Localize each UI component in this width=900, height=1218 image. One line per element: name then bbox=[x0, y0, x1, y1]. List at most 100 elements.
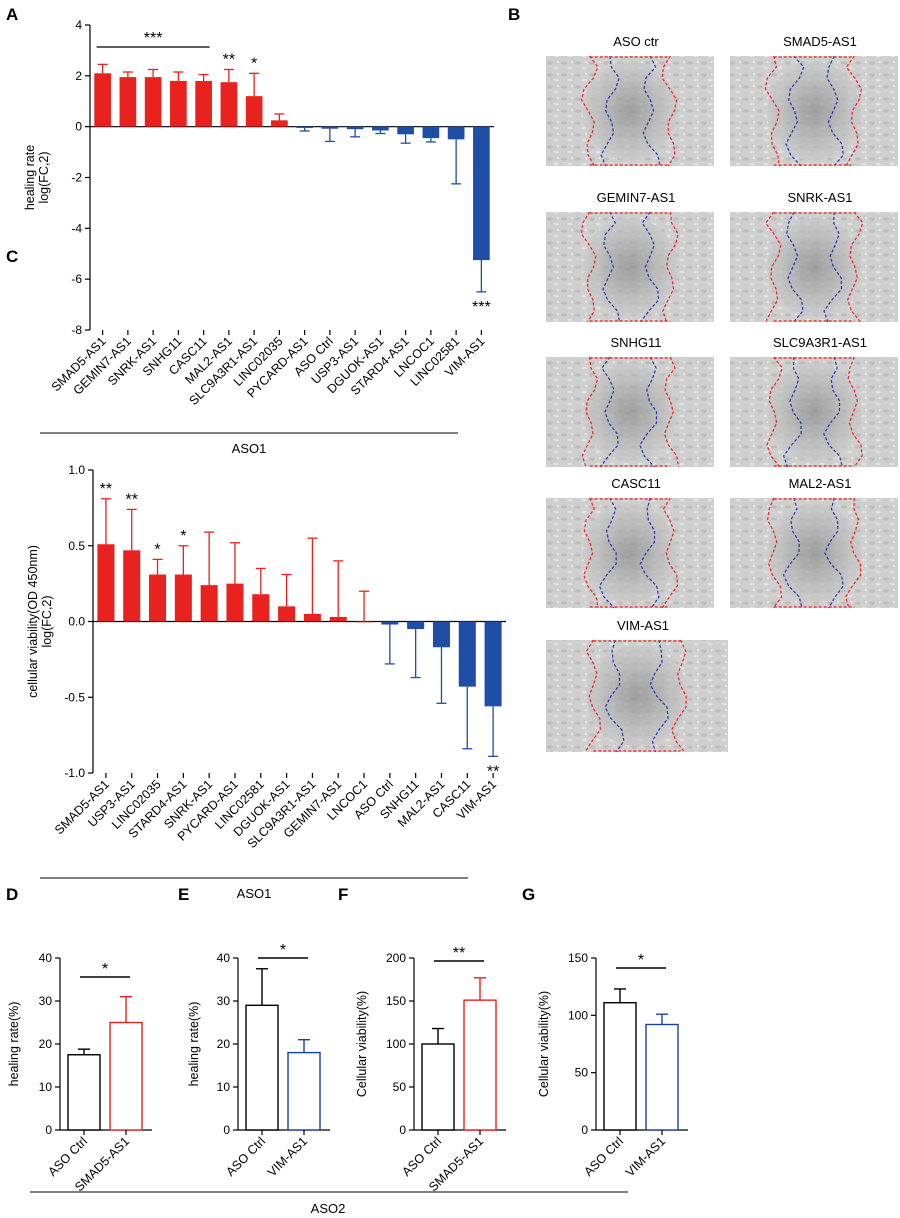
bar bbox=[144, 77, 162, 127]
panel-label-d: D bbox=[6, 885, 18, 904]
y-tick-label: 0.5 bbox=[68, 539, 85, 553]
wound-edge-initial bbox=[846, 211, 864, 323]
micrograph-2: GEMIN7-AS1 bbox=[546, 190, 714, 323]
y-tick-label: 30 bbox=[217, 994, 231, 1008]
significance-mark: * bbox=[154, 541, 160, 558]
y-tick-label: -6 bbox=[71, 272, 82, 286]
bar bbox=[321, 126, 339, 129]
wound-edge-final bbox=[639, 497, 660, 609]
y-axis-label: log(FC,2) bbox=[37, 151, 51, 203]
significance-mark: *** bbox=[472, 299, 491, 316]
wound-edge-initial bbox=[583, 497, 599, 609]
y-tick-label: 100 bbox=[386, 1037, 406, 1051]
wound-edge-final bbox=[785, 55, 805, 167]
bar bbox=[245, 1004, 279, 1131]
y-tick-label: 0 bbox=[223, 1123, 230, 1137]
significance-mark: ** bbox=[100, 481, 112, 498]
significance-mark: * bbox=[638, 952, 644, 969]
y-tick-label: -4 bbox=[71, 221, 82, 235]
y-tick-label: 150 bbox=[386, 994, 406, 1008]
chart-g: 0 50 100 150 Cellular viability(%) ASO CtrlVI… bbox=[537, 951, 688, 1179]
wound-edge-final bbox=[823, 211, 843, 323]
significance-mark: ** bbox=[487, 763, 499, 780]
category-label: VIM-AS1 bbox=[623, 1134, 668, 1179]
bar bbox=[303, 613, 321, 622]
wound-edge-initial bbox=[764, 55, 780, 167]
bar bbox=[447, 126, 465, 140]
category-label: ASO Ctrl bbox=[581, 1134, 626, 1179]
y-tick-label: 0.0 bbox=[68, 615, 85, 629]
y-tick-label: -8 bbox=[71, 323, 82, 337]
panel-label-f: F bbox=[338, 885, 348, 904]
micrograph-title: VIM-AS1 bbox=[617, 618, 669, 633]
micrograph-7: MAL2-AS1 bbox=[730, 476, 898, 609]
wound-edge-final bbox=[783, 356, 802, 468]
y-axis-label: Cellular viability(%) bbox=[537, 991, 551, 1097]
bar bbox=[645, 1023, 679, 1131]
y-tick-label: 40 bbox=[39, 951, 53, 965]
bar bbox=[372, 126, 389, 131]
bar bbox=[94, 73, 111, 127]
y-tick-label: 50 bbox=[393, 1080, 407, 1094]
micrograph-title: SNHG11 bbox=[610, 335, 661, 350]
wound-edge-initial bbox=[580, 211, 597, 323]
bar bbox=[296, 126, 313, 128]
panel-b-micrographs: ASO ctr SMAD5-AS1 GEMIN7-AS1 SNRK-AS1 SNHG11… bbox=[546, 34, 898, 753]
significance-mark: *** bbox=[144, 30, 163, 47]
bar bbox=[421, 1043, 455, 1131]
micrograph-4: SNHG11 bbox=[546, 335, 714, 468]
bar bbox=[245, 96, 263, 127]
wound-edge-initial bbox=[765, 211, 782, 323]
wound-edge-final bbox=[639, 356, 658, 468]
wound-edge-initial bbox=[844, 497, 862, 609]
wound-edge-final bbox=[824, 497, 844, 609]
bar bbox=[463, 999, 497, 1131]
wound-edge-final bbox=[649, 639, 669, 753]
bar bbox=[109, 1021, 143, 1131]
wound-edge-initial bbox=[661, 55, 678, 167]
bar bbox=[200, 585, 218, 622]
y-axis-label: healing rate(%) bbox=[187, 1002, 201, 1087]
y-tick-label: 200 bbox=[386, 951, 406, 965]
wound-edge-final bbox=[604, 639, 625, 753]
wound-area bbox=[582, 217, 678, 317]
bar bbox=[252, 594, 270, 622]
y-tick-label: 150 bbox=[568, 951, 588, 965]
wound-edge-initial bbox=[661, 497, 679, 609]
bar bbox=[381, 621, 399, 625]
y-tick-label: 50 bbox=[575, 1066, 589, 1080]
wound-edge-final bbox=[786, 211, 804, 323]
micrograph-3: SNRK-AS1 bbox=[730, 190, 898, 323]
wound-area bbox=[582, 362, 678, 462]
aso2-group-label: ASO2 bbox=[311, 1201, 346, 1216]
wound-edge-initial bbox=[580, 55, 599, 167]
micrograph-0: ASO ctr bbox=[546, 34, 714, 167]
micrograph-title: GEMIN7-AS1 bbox=[597, 190, 676, 205]
wound-edge-initial bbox=[584, 639, 602, 753]
wound-edge-initial bbox=[766, 356, 783, 468]
bar bbox=[287, 1051, 321, 1131]
micrograph-8: VIM-AS1 bbox=[546, 618, 728, 753]
bar bbox=[271, 120, 288, 127]
y-tick-label: 0 bbox=[45, 1123, 52, 1137]
y-axis-label: cellular viability(OD 450nm) bbox=[26, 545, 40, 698]
chart-c: 1.0 0.5 0.0 -0.5 -1.0 cellular viability(OD 4… bbox=[26, 463, 506, 901]
wound-area bbox=[582, 503, 678, 603]
significance-mark: * bbox=[102, 961, 108, 978]
y-tick-label: 0 bbox=[581, 1123, 588, 1137]
bar bbox=[346, 126, 364, 130]
wound-edge-final bbox=[600, 55, 620, 167]
bar bbox=[407, 621, 425, 630]
y-tick-label: 40 bbox=[217, 951, 231, 965]
group-label: ASO1 bbox=[232, 441, 267, 456]
wound-area bbox=[586, 645, 688, 747]
significance-mark: ** bbox=[223, 51, 235, 68]
wound-area bbox=[766, 217, 862, 317]
panel-label-b: B bbox=[508, 5, 520, 24]
wound-edge-initial bbox=[671, 639, 687, 753]
wound-edge-final bbox=[598, 497, 617, 609]
y-tick-label: 2 bbox=[75, 69, 82, 83]
